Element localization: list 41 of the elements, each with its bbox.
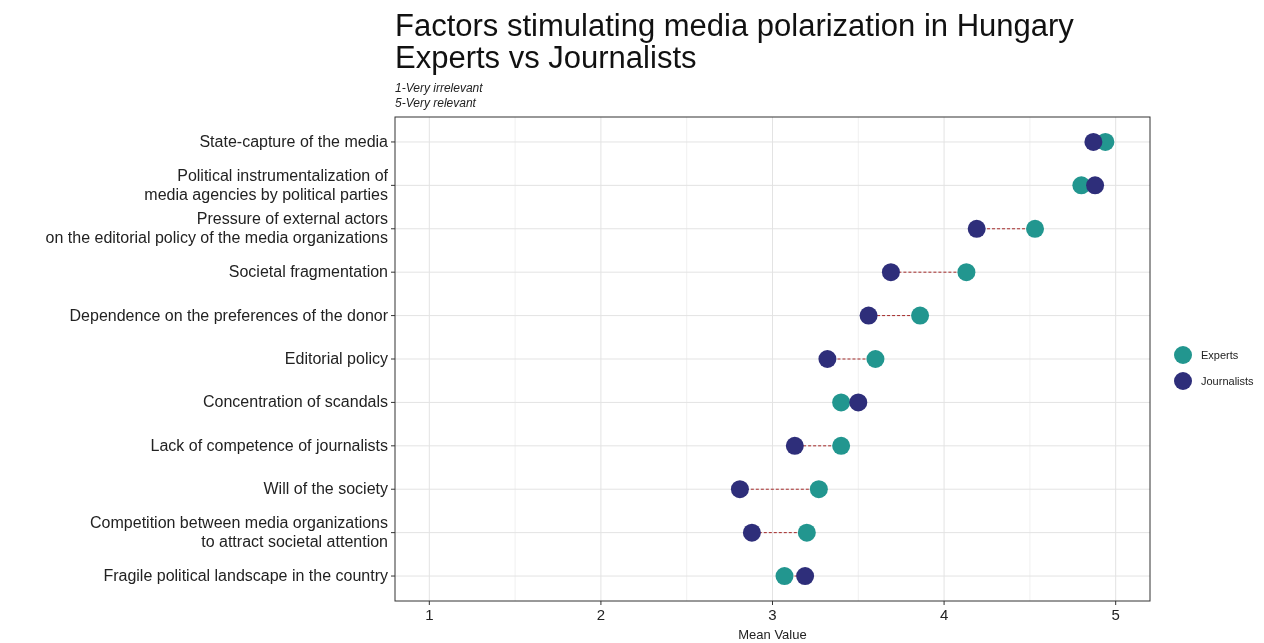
point — [866, 350, 885, 368]
point — [1086, 176, 1105, 195]
legend-label: Journalists — [1201, 375, 1255, 387]
point — [742, 523, 761, 542]
point — [832, 436, 851, 455]
point — [775, 567, 794, 586]
chart-subtitle: 1-Very irrelevant 5-Very relevant — [395, 81, 484, 110]
x-tick-label: 2 — [596, 606, 606, 623]
y-tick-label: Societal fragmentation — [228, 263, 388, 281]
x-tick-label: 5 — [1111, 606, 1120, 623]
y-tick-label: Editorial policy — [284, 350, 388, 367]
y-tick-label: Concentration of scandals — [203, 393, 388, 411]
point — [881, 263, 900, 282]
x-axis-title: Mean Value — [738, 627, 807, 642]
chart-title: Factors stimulating media polarization in Hungary Experts vs Journalists — [395, 8, 1075, 75]
point — [730, 480, 749, 499]
point — [967, 219, 986, 238]
y-tick-label: State-capture of the media — [199, 132, 389, 150]
point — [957, 263, 976, 282]
x-tick-label: 4 — [939, 606, 949, 623]
point — [797, 523, 816, 542]
y-tick-label: Dependence on the preferences of the donor — [69, 306, 389, 324]
x-tick-label: 1 — [425, 606, 434, 623]
point — [911, 306, 930, 325]
y-tick-label: Will of the society — [263, 480, 388, 498]
y-tick-label: Fragile political landscape in the country — [103, 567, 388, 585]
point — [796, 567, 815, 586]
point — [832, 393, 851, 412]
point — [859, 306, 878, 325]
y-tick-label: Lack of competence of journalists — [150, 436, 388, 454]
y-tick-label: Competition between media organizations to attract societal attention — [90, 514, 388, 551]
x-tick-label: 3 — [768, 606, 777, 623]
point — [1084, 132, 1103, 151]
point — [809, 480, 828, 499]
point — [785, 436, 804, 455]
y-tick-label: Political instrumentalization of media agencies by political parties — [144, 166, 389, 203]
legend-label: Experts — [1201, 349, 1239, 361]
y-tick-label: Pressure of external actors on the editorial policy of the media organizations — [45, 210, 388, 247]
point — [849, 393, 868, 412]
point — [818, 350, 837, 368]
point — [1026, 219, 1045, 238]
